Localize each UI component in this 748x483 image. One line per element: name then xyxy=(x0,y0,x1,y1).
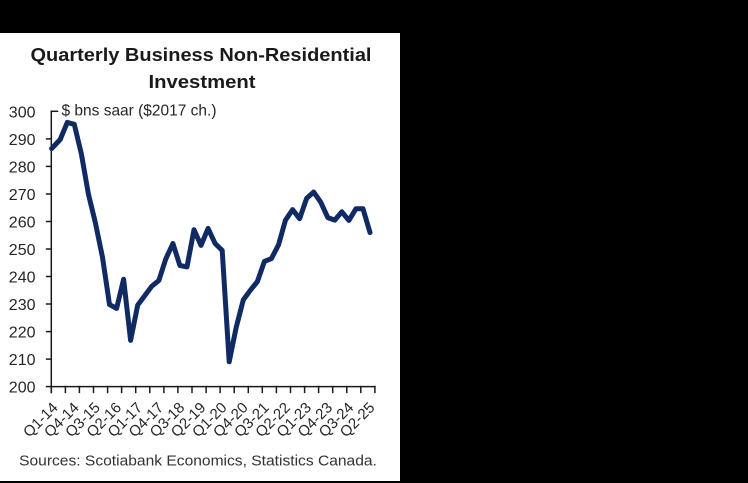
svg-text:200: 200 xyxy=(9,380,36,397)
svg-text:270: 270 xyxy=(9,187,36,204)
svg-text:280: 280 xyxy=(9,159,36,176)
svg-text:$ bns saar ($2017 ch.): $ bns saar ($2017 ch.) xyxy=(62,103,217,120)
svg-text:220: 220 xyxy=(9,325,36,342)
svg-text:Quarterly Business Non-Residen: Quarterly Business Non-Residential xyxy=(31,44,372,65)
svg-text:300: 300 xyxy=(9,104,36,121)
svg-text:Investment: Investment xyxy=(149,71,256,92)
svg-text:210: 210 xyxy=(9,352,36,369)
svg-text:250: 250 xyxy=(9,242,36,259)
svg-text:260: 260 xyxy=(9,214,36,231)
svg-text:240: 240 xyxy=(9,269,36,286)
svg-text:Sources: Scotiabank Economics,: Sources: Scotiabank Economics, Statistic… xyxy=(19,452,377,469)
svg-text:290: 290 xyxy=(9,132,36,149)
svg-text:230: 230 xyxy=(9,297,36,314)
